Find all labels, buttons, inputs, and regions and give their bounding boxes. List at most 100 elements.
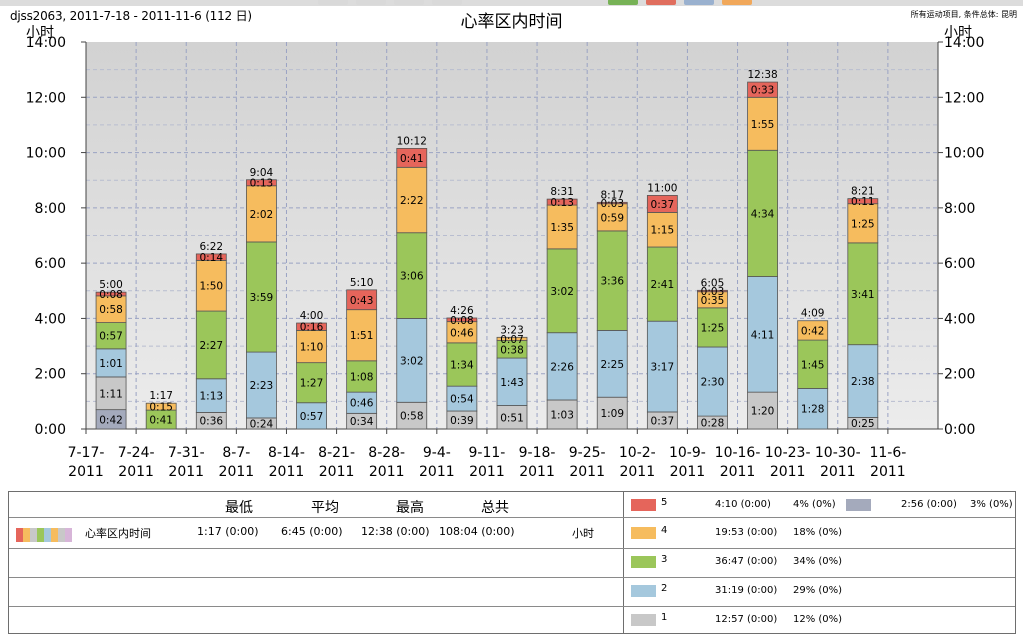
segment-label: 1:25 bbox=[851, 218, 875, 230]
bar-segment-zone-3 bbox=[697, 307, 728, 348]
y-tick-label-left: 0:00 bbox=[35, 422, 66, 438]
bar-segment-zone-1 bbox=[95, 376, 127, 411]
swatch-stripe bbox=[44, 528, 51, 542]
segment-label: 1:11 bbox=[99, 388, 123, 400]
x-tick-label-year: 2011 bbox=[168, 464, 204, 480]
legend-name-zone-5: 5 bbox=[661, 497, 668, 508]
row-label[interactable]: 心率区内时间 bbox=[85, 527, 151, 540]
toolbar-button[interactable] bbox=[608, 0, 638, 5]
legend-name-zone-2: 2 bbox=[661, 583, 668, 594]
segment-label: 2:02 bbox=[250, 209, 274, 221]
top-toolbar-strip bbox=[0, 0, 1023, 6]
bar-segment-zone-2 bbox=[646, 320, 678, 413]
segment-label: 0:59 bbox=[600, 212, 624, 224]
bar-segment-zone-3 bbox=[296, 362, 327, 404]
segment-label: 0:46 bbox=[450, 327, 474, 339]
bar-total-label: 8:31 bbox=[550, 186, 574, 198]
x-tick-label: 8-14- bbox=[268, 445, 305, 461]
segment-label: 0:34 bbox=[350, 416, 374, 428]
x-tick-label-year: 2011 bbox=[870, 464, 906, 480]
segment-label: 1:20 bbox=[751, 406, 775, 418]
bar-segment-zone-5 bbox=[246, 179, 277, 187]
legend-value-zone-3: 36:47 (0:00) bbox=[715, 556, 778, 567]
x-tick-label: 8-7- bbox=[222, 445, 250, 461]
chart-title: 心率区内时间 bbox=[460, 12, 563, 32]
swatch-stripe bbox=[37, 528, 44, 542]
bar-total-label: 12:38 bbox=[747, 69, 777, 81]
y-tick-label-left: 14:00 bbox=[26, 35, 66, 51]
toolbar-button[interactable] bbox=[356, 0, 386, 5]
legend-value-uncategorized: 2:56 (0:00) bbox=[901, 499, 957, 510]
toolbar-button[interactable] bbox=[684, 0, 714, 5]
legend-value-zone-2: 31:19 (0:00) bbox=[715, 585, 778, 596]
bar-segment-zone-5 bbox=[596, 201, 628, 205]
y-tick-label-right: 14:00 bbox=[944, 35, 984, 51]
legend-pct-zone-5: 4% (0%) bbox=[793, 499, 836, 510]
col-header-max: 最高 bbox=[396, 500, 424, 516]
segment-label: 4:11 bbox=[751, 329, 775, 341]
toolbar-button[interactable] bbox=[394, 0, 424, 5]
x-tick-label: 9-25- bbox=[569, 445, 606, 461]
toolbar-button[interactable] bbox=[432, 0, 462, 5]
bar-segment-zone-2 bbox=[496, 357, 528, 406]
segment-label: 2:25 bbox=[600, 359, 624, 371]
segment-label: 0:58 bbox=[400, 411, 424, 423]
bar-total-label: 1:17 bbox=[149, 390, 173, 402]
toolbar-button[interactable] bbox=[722, 0, 752, 5]
bar-segment-zone-1 bbox=[546, 399, 578, 430]
segment-label: 3:02 bbox=[550, 286, 574, 298]
x-tick-label: 10-9- bbox=[669, 445, 706, 461]
segment-label: 2:22 bbox=[400, 195, 424, 207]
segment-label: 1:10 bbox=[300, 342, 324, 354]
segment-label: 3:59 bbox=[250, 292, 274, 304]
swatch-stripe bbox=[51, 528, 58, 542]
legend-pct-zone-4: 18% (0%) bbox=[793, 527, 843, 538]
y-tick-label-right: 10:00 bbox=[944, 146, 984, 162]
bar-segment-zone-4 bbox=[546, 204, 578, 250]
segment-label: 0:57 bbox=[99, 331, 123, 343]
segment-label: 3:41 bbox=[851, 289, 875, 301]
bar-total-label: 4:26 bbox=[450, 305, 474, 317]
legend-pct-uncategorized: 3% (0%) bbox=[970, 499, 1013, 510]
x-tick-label-year: 2011 bbox=[569, 464, 605, 480]
swatch-stripe bbox=[23, 528, 30, 542]
y-unit-label-right: 小时 bbox=[944, 25, 972, 41]
segment-label: 1:27 bbox=[300, 378, 324, 390]
x-tick-label-year: 2011 bbox=[619, 464, 655, 480]
segment-label: 0:37 bbox=[651, 415, 675, 427]
bar-total-label: 6:05 bbox=[701, 277, 725, 289]
x-tick-label: 8-28- bbox=[368, 445, 405, 461]
table-row-line bbox=[9, 606, 1015, 607]
bar-segment-zone-4 bbox=[296, 330, 327, 364]
segment-label: 0:08 bbox=[99, 289, 123, 301]
segment-label: 0:07 bbox=[500, 334, 524, 346]
toolbar-button[interactable] bbox=[318, 0, 348, 5]
segment-label: 1:51 bbox=[350, 330, 374, 342]
bar-segment-zone-3 bbox=[396, 232, 428, 319]
bar-segment-zone-4 bbox=[95, 295, 127, 323]
toolbar-button[interactable] bbox=[646, 0, 676, 5]
segment-label: 1:35 bbox=[550, 222, 574, 234]
segment-label: 1:43 bbox=[500, 377, 524, 389]
x-tick-label-year: 2011 bbox=[519, 464, 555, 480]
segment-label: 0:36 bbox=[199, 416, 223, 428]
bar-segment-zone-4 bbox=[496, 336, 528, 341]
bar-segment-zone-5 bbox=[195, 253, 227, 261]
segment-label: 0:41 bbox=[149, 415, 173, 427]
bar-total-label: 5:10 bbox=[350, 277, 374, 289]
bar-total-label: 8:21 bbox=[851, 186, 875, 198]
bar-segment-zone-1 bbox=[747, 391, 778, 430]
y-tick-label-right: 6:00 bbox=[944, 256, 975, 272]
bar-segment-zone-5 bbox=[346, 289, 378, 311]
bar-segment-zone-4 bbox=[246, 185, 277, 243]
segment-label: 3:36 bbox=[600, 276, 624, 288]
table-divider bbox=[623, 492, 624, 633]
y-tick-label-left: 4:00 bbox=[35, 311, 66, 327]
segment-label: 0:43 bbox=[350, 295, 374, 307]
col-header-min: 最低 bbox=[225, 500, 253, 516]
bar-segment-zone-5 bbox=[546, 198, 578, 206]
bar-total-label: 3:23 bbox=[500, 324, 524, 336]
bar-segment-zone-3 bbox=[246, 241, 277, 353]
segment-label: 0:15 bbox=[149, 402, 173, 414]
y-tick-label-left: 10:00 bbox=[26, 146, 66, 162]
